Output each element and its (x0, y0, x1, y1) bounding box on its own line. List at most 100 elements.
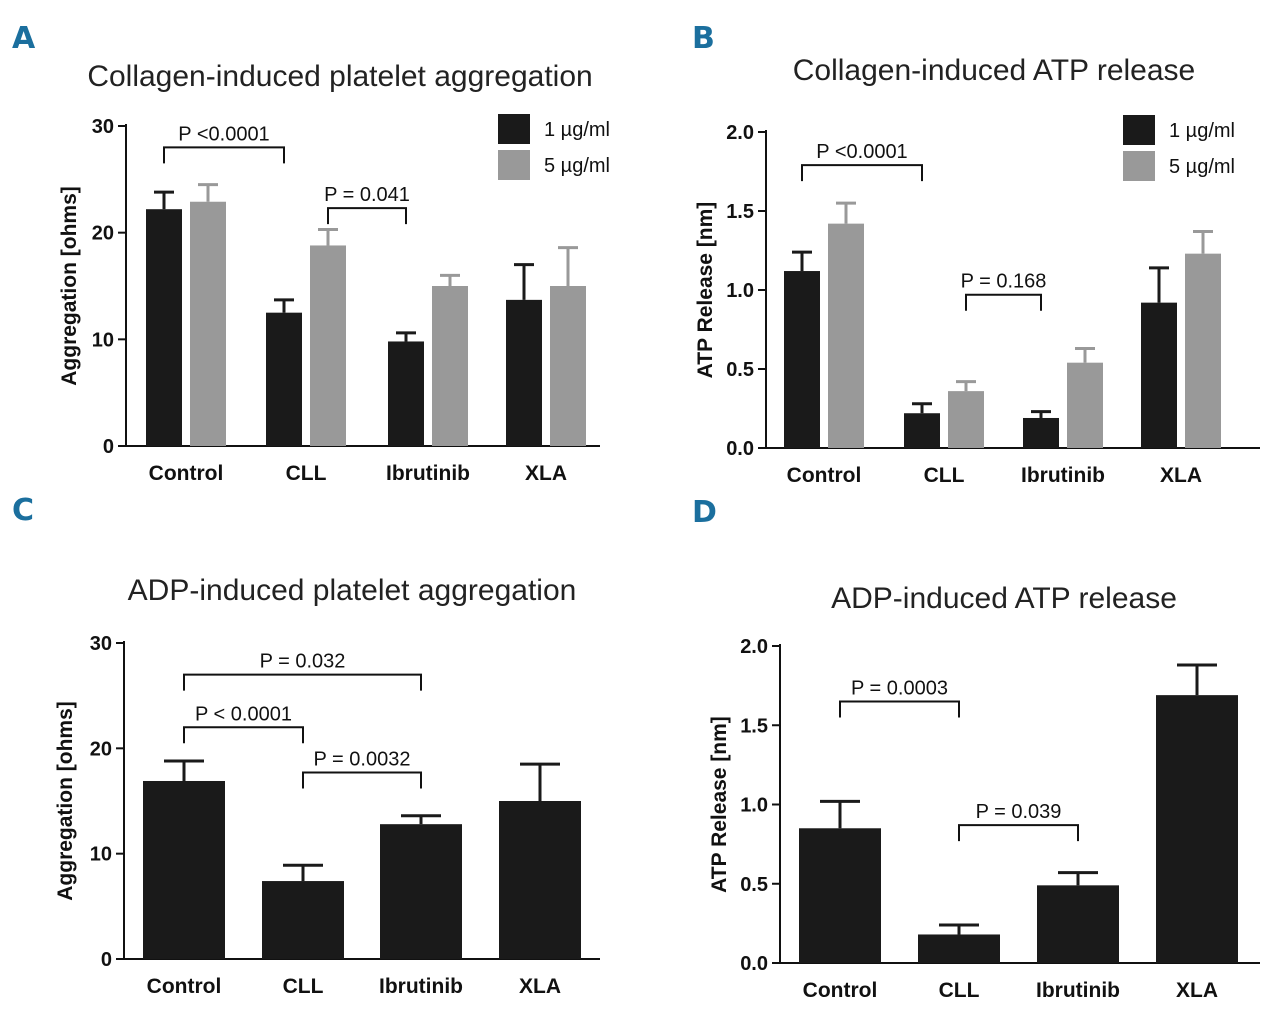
p-value-label: P <0.0001 (178, 123, 269, 145)
x-tick-label: CLL (286, 462, 327, 485)
y-axis-label: ATP Release [nm] (694, 202, 717, 379)
x-tick-label: Control (147, 975, 222, 998)
y-axis-label: Aggregation [ohms] (54, 701, 77, 901)
bar-xla-s2 (1185, 253, 1221, 448)
panel-letter: B (692, 21, 715, 56)
legend-label: 5 µg/ml (544, 155, 610, 177)
significance-bracket (965, 293, 1042, 311)
x-tick-label: Control (803, 979, 878, 1002)
bar-ibrutinib (1037, 885, 1119, 963)
chart-panel-c: C ADP-induced platelet aggregation 0 10 20 30… (12, 493, 600, 998)
y-axis-label: Aggregation [ohms] (58, 186, 81, 386)
bar-cll-s2 (948, 391, 984, 448)
bar-xla (1156, 695, 1238, 963)
legend-label: 5 µg/ml (1169, 156, 1235, 178)
chart-panel-d: D ADP-induced ATP release 0.0 0.5 1.0 1.5 2.0 A… (692, 495, 1260, 1002)
p-value-label: P = 0.168 (961, 271, 1047, 293)
chart-title: ADP-induced platelet aggregation (128, 574, 577, 607)
y-tick-label: 20 (92, 223, 114, 245)
panel-letter: A (12, 21, 36, 56)
chart-title: Collagen-induced ATP release (793, 54, 1195, 87)
bar-ibrutinib (380, 824, 462, 959)
p-value-label: P <0.0001 (816, 141, 907, 163)
legend-swatch (1123, 115, 1155, 145)
bar-ibrutinib-s1 (388, 341, 424, 446)
y-tick-label: 2.0 (726, 122, 754, 144)
panel-letter: C (12, 493, 34, 528)
y-tick-label: 0.5 (740, 874, 768, 896)
bar-cll-s1 (904, 413, 940, 448)
significance-bracket (183, 673, 422, 691)
significance-bracket (183, 726, 304, 744)
x-tick-label: Ibrutinib (1021, 464, 1105, 487)
chart-panel-b: B Collagen-induced ATP release 0.0 0.5 1.0 1.… (692, 21, 1260, 487)
panel-letter: D (692, 495, 717, 530)
y-tick-label: 0.0 (726, 438, 754, 460)
bar-control-s1 (146, 209, 182, 446)
y-tick-label: 10 (90, 844, 112, 866)
bar-control-s2 (828, 223, 864, 448)
bar-xla (499, 801, 581, 959)
y-tick-label: 1.0 (726, 280, 754, 302)
x-tick-label: Control (787, 464, 862, 487)
y-tick-label: 2.0 (740, 636, 768, 658)
y-tick-label: 30 (90, 633, 112, 655)
bar-xla-s1 (1141, 302, 1177, 448)
significance-bracket (958, 824, 1079, 842)
x-tick-label: Control (149, 462, 224, 485)
x-tick-label: Ibrutinib (379, 975, 463, 998)
p-value-label: P = 0.041 (324, 184, 410, 206)
bar-cll-s1 (266, 312, 302, 446)
bar-control (143, 780, 225, 959)
bar-cll (262, 881, 344, 959)
x-tick-label: Ibrutinib (386, 462, 470, 485)
x-tick-label: Ibrutinib (1036, 979, 1120, 1002)
significance-bracket (163, 146, 285, 164)
p-value-label: P < 0.0001 (195, 703, 292, 725)
significance-bracket (327, 207, 407, 225)
legend-swatch (498, 114, 530, 144)
y-tick-label: 0.0 (740, 953, 768, 975)
bar-cll-s2 (310, 245, 346, 446)
legend-swatch (498, 150, 530, 180)
significance-bracket (801, 164, 923, 182)
x-tick-label: XLA (525, 462, 567, 485)
x-tick-label: XLA (519, 975, 561, 998)
y-tick-label: 0 (101, 949, 112, 971)
legend-label: 1 µg/ml (1169, 120, 1235, 142)
x-tick-label: CLL (939, 979, 980, 1002)
chart-panel-a: A Collagen-induced platelet aggregation 0 1… (12, 21, 610, 485)
x-tick-label: CLL (924, 464, 965, 487)
bar-ibrutinib-s2 (432, 286, 468, 446)
bar-cll (918, 934, 1000, 963)
bar-control-s1 (784, 271, 820, 448)
bar-control-s2 (190, 201, 226, 446)
p-value-label: P = 0.0032 (314, 749, 411, 771)
y-tick-label: 1.0 (740, 795, 768, 817)
bar-ibrutinib-s1 (1023, 417, 1059, 448)
significance-bracket (839, 700, 960, 718)
x-tick-label: CLL (283, 975, 324, 998)
y-tick-label: 30 (92, 116, 114, 138)
y-tick-label: 1.5 (740, 715, 768, 737)
p-value-label: P = 0.032 (260, 651, 346, 673)
y-tick-label: 1.5 (726, 201, 754, 223)
legend-swatch (1123, 151, 1155, 181)
bar-xla-s1 (506, 299, 542, 446)
x-tick-label: XLA (1176, 979, 1218, 1002)
bar-ibrutinib-s2 (1067, 362, 1103, 448)
bar-control (799, 828, 881, 963)
y-axis-label: ATP Release [nm] (708, 716, 731, 893)
y-tick-label: 0 (103, 436, 114, 458)
chart-title: ADP-induced ATP release (831, 582, 1177, 615)
y-tick-label: 10 (92, 329, 114, 351)
x-tick-label: XLA (1160, 464, 1202, 487)
significance-bracket (302, 771, 422, 789)
y-tick-label: 0.5 (726, 359, 754, 381)
p-value-label: P = 0.0003 (851, 677, 948, 699)
bar-xla-s2 (550, 286, 586, 446)
y-tick-label: 20 (90, 738, 112, 760)
chart-title: Collagen-induced platelet aggregation (87, 60, 592, 93)
